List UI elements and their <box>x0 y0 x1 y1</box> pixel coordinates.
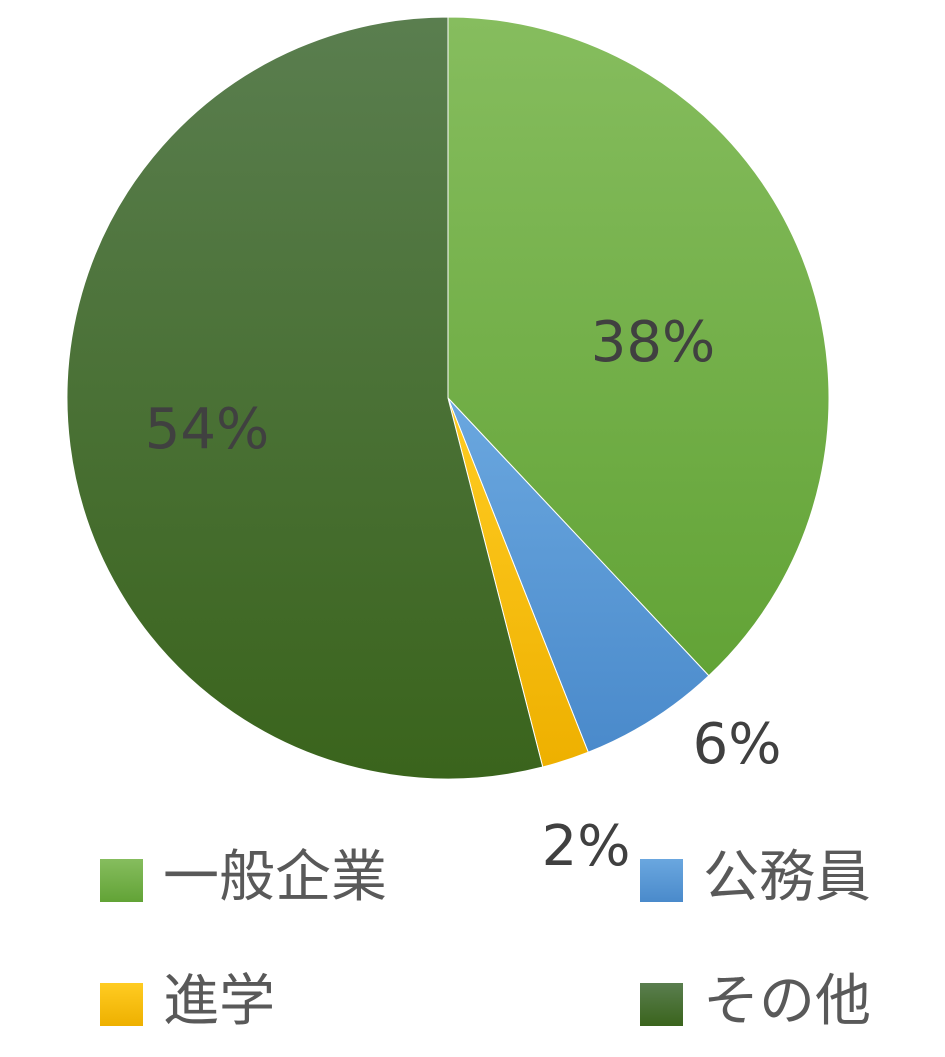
legend-label-3: 進学 <box>163 969 275 1034</box>
legend-item-2: 公務員 <box>640 845 871 910</box>
legend-swatch-2 <box>640 859 683 902</box>
data-label-1: 38% <box>591 310 715 375</box>
legend-swatch-3 <box>100 983 143 1026</box>
pie-slice-2 <box>447 397 710 753</box>
pie-data-labels: 38% 6% 2% 54% <box>145 310 782 879</box>
legend-label-4: その他 <box>703 969 871 1034</box>
pie-slices <box>66 16 830 780</box>
legend-item-3: 進学 <box>100 969 275 1034</box>
legend-label-2: 公務員 <box>703 845 871 910</box>
data-label-2: 6% <box>693 712 782 777</box>
legend-swatch-4 <box>640 983 683 1026</box>
data-label-4: 54% <box>145 397 269 462</box>
data-label-3: 2% <box>542 814 631 879</box>
pie-slice-1 <box>447 16 830 677</box>
legend-label-1: 一般企業 <box>163 845 387 910</box>
legend-item-4: その他 <box>640 969 871 1034</box>
legend-item-1: 一般企業 <box>100 845 387 910</box>
pie-slice-4 <box>66 16 544 780</box>
legend-swatch-1 <box>100 859 143 902</box>
